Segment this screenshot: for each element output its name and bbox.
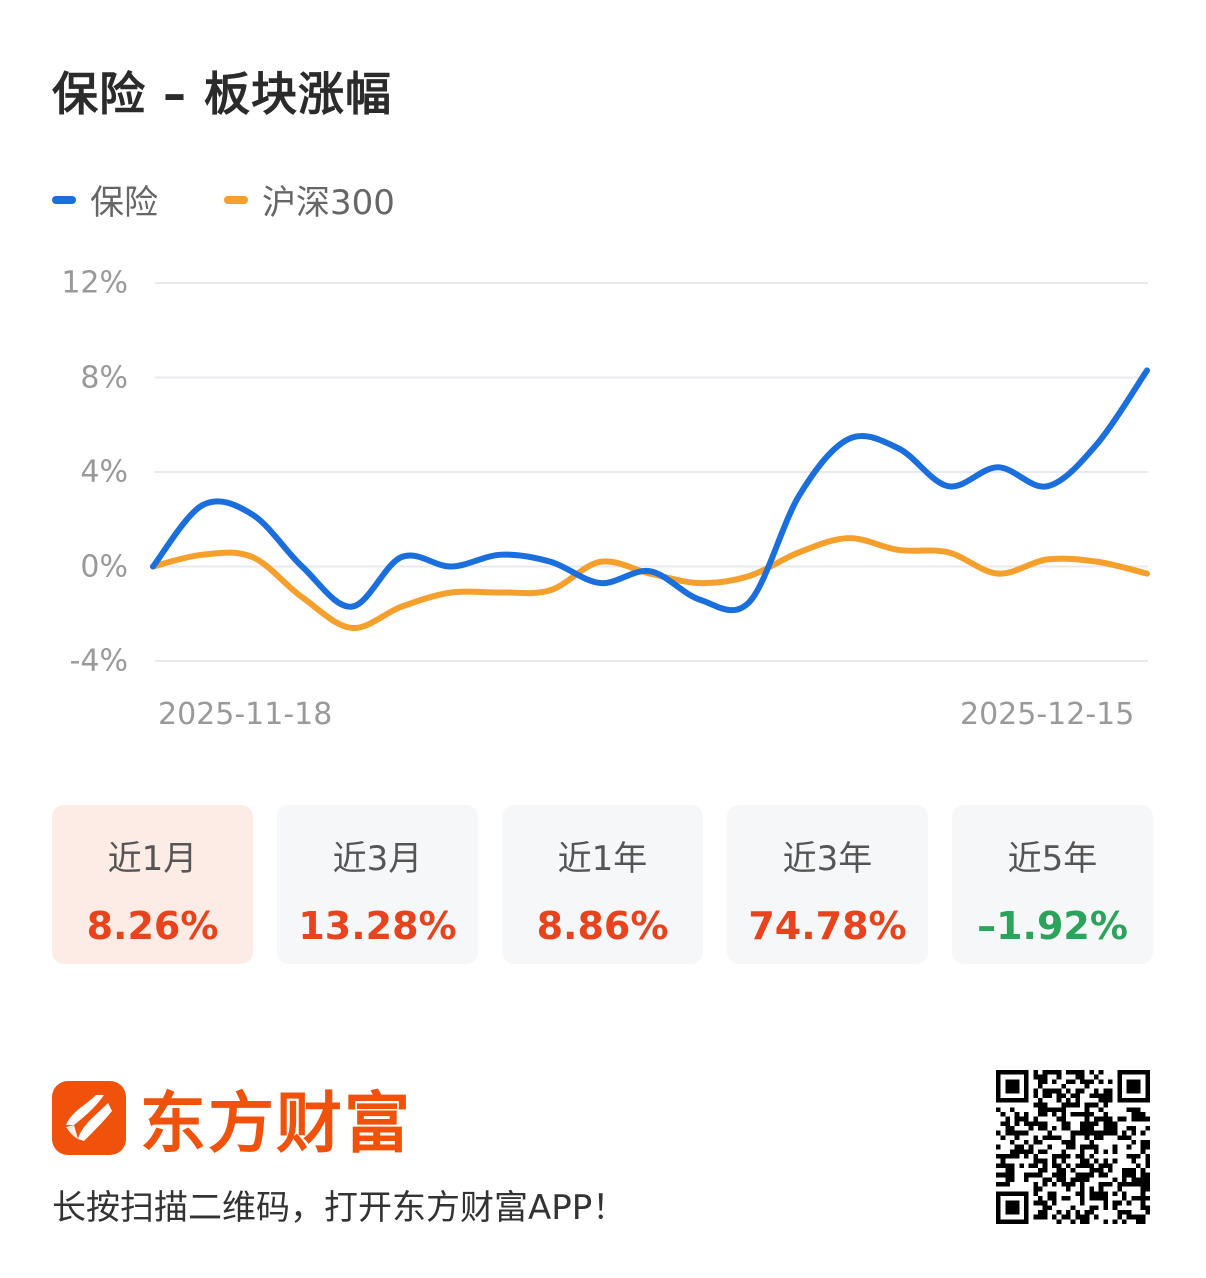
legend-swatch-csi300 — [224, 195, 248, 204]
line-chart[interactable]: 12% 8% 4% 0% -4% 2025-11-18 2025-12-15 — [0, 250, 1206, 750]
period-card-1m[interactable]: 近1月 8.26% — [52, 805, 253, 964]
page-title: 保险 – 板块涨幅 — [52, 67, 393, 121]
x-tick-start: 2025-11-18 — [158, 697, 333, 732]
y-tick-label: 4% — [80, 454, 128, 490]
plot-area[interactable] — [0, 250, 1206, 750]
period-label: 近1年 — [557, 839, 648, 879]
y-tick-label: 12% — [61, 265, 128, 301]
eastmoney-logo-icon — [52, 1081, 126, 1155]
period-label: 近3月 — [332, 839, 423, 879]
period-label: 近1月 — [107, 839, 198, 879]
x-tick-end: 2025-12-15 — [960, 697, 1135, 732]
legend-label: 沪深300 — [262, 183, 395, 223]
y-tick-label: 8% — [80, 360, 128, 395]
period-card-1y[interactable]: 近1年 8.86% — [502, 805, 703, 964]
y-tick-label: -4% — [69, 643, 128, 679]
period-card-3m[interactable]: 近3月 13.28% — [277, 805, 478, 964]
legend-swatch-insurance — [52, 195, 76, 204]
series-line[interactable] — [150, 367, 1150, 614]
tagline: 长按扫描二维码，打开东方财富APP！ — [52, 1188, 627, 1228]
period-card-3y[interactable]: 近3年 74.78% — [727, 805, 928, 964]
series-line[interactable] — [150, 535, 1150, 631]
period-label: 近3年 — [782, 839, 873, 879]
legend-item-csi300[interactable]: 沪深300 — [224, 175, 395, 224]
period-value: 74.78% — [748, 904, 907, 948]
period-value: 8.86% — [536, 904, 669, 948]
period-value: 8.26% — [86, 904, 219, 948]
period-value: –1.92% — [977, 904, 1128, 948]
y-tick-label: 0% — [80, 549, 128, 584]
legend-label: 保险 — [90, 183, 158, 223]
period-tabs: 近1月 8.26% 近3月 13.28% 近1年 8.86% 近3年 74.78… — [52, 805, 1153, 964]
period-label: 近5年 — [1007, 839, 1098, 879]
period-card-5y[interactable]: 近5年 –1.92% — [952, 805, 1153, 964]
chart-legend: 保险 沪深300 — [52, 175, 461, 224]
period-value: 13.28% — [298, 904, 457, 948]
legend-item-insurance[interactable]: 保险 — [52, 175, 158, 224]
brand-name: 东方财富 — [140, 1085, 412, 1162]
qr-code-icon[interactable] — [996, 1070, 1150, 1224]
brand: 东方财富 — [52, 1070, 412, 1166]
